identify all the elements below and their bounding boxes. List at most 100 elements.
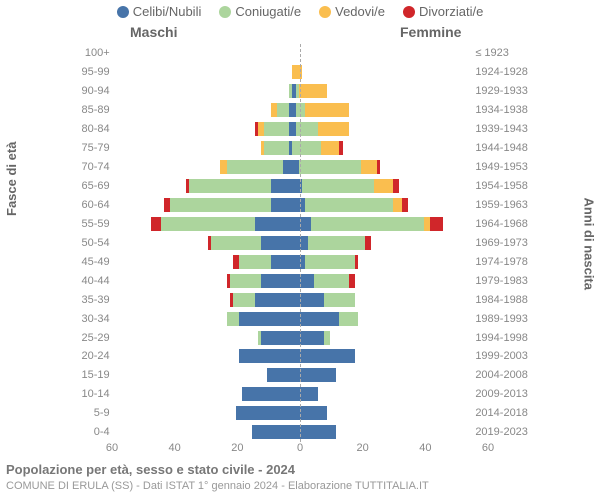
- male-bar: [116, 349, 293, 363]
- age-label: 75-79: [72, 142, 116, 154]
- heading-female: Femmine: [400, 24, 461, 40]
- age-label: 90-94: [72, 85, 116, 97]
- age-label: 55-59: [72, 218, 116, 230]
- bar-segment: [252, 425, 293, 439]
- legend-item-0: Celibi/Nubili: [117, 4, 202, 19]
- birth-label: 1924-1928: [469, 66, 528, 78]
- bar-segment: [242, 387, 292, 401]
- age-label: 40-44: [72, 275, 116, 287]
- birth-label: 1929-1933: [469, 85, 528, 97]
- bar-segment: [261, 331, 292, 345]
- bar-segment: [271, 255, 293, 269]
- bar-segment: [233, 293, 255, 307]
- bar-segment: [239, 255, 270, 269]
- bar-segment: [324, 293, 355, 307]
- footer-subtitle: COMUNE DI ERULA (SS) - Dati ISTAT 1° gen…: [6, 480, 429, 492]
- bar-segment: [355, 255, 358, 269]
- birth-label: 2014-2018: [469, 407, 528, 419]
- female-bar: [292, 179, 469, 193]
- bar-segment: [261, 274, 292, 288]
- female-bar: [292, 217, 469, 231]
- male-bar: [116, 84, 293, 98]
- bar-segment: [374, 179, 393, 193]
- male-bar: [116, 236, 293, 250]
- bar-segment: [271, 198, 293, 212]
- bar-segment: [255, 293, 293, 307]
- x-tick: 60: [482, 442, 494, 454]
- bar-segment: [227, 160, 283, 174]
- bar-segment: [267, 368, 292, 382]
- bar-segment: [365, 236, 371, 250]
- bar-segment: [292, 274, 314, 288]
- bar-segment: [305, 198, 393, 212]
- birth-label: 1954-1958: [469, 180, 528, 192]
- bar-segment: [361, 160, 377, 174]
- bar-segment: [308, 236, 364, 250]
- legend-label: Divorziati/e: [419, 4, 483, 19]
- bar-segment: [292, 387, 317, 401]
- birth-label: 2019-2023: [469, 426, 528, 438]
- female-bar: [292, 84, 469, 98]
- age-label: 100+: [72, 47, 116, 59]
- female-bar: [292, 255, 469, 269]
- bar-segment: [151, 217, 160, 231]
- bar-segment: [305, 255, 355, 269]
- male-bar: [116, 160, 293, 174]
- bar-segment: [311, 217, 424, 231]
- female-bar: [292, 368, 469, 382]
- age-label: 45-49: [72, 256, 116, 268]
- male-bar: [116, 274, 293, 288]
- bar-segment: [292, 331, 323, 345]
- age-label: 50-54: [72, 237, 116, 249]
- birth-label: 1934-1938: [469, 104, 528, 116]
- male-bar: [116, 368, 293, 382]
- birth-label: 1999-2003: [469, 350, 528, 362]
- female-bar: [292, 349, 469, 363]
- female-bar: [292, 122, 469, 136]
- birth-label: 1979-1983: [469, 275, 528, 287]
- bar-segment: [377, 160, 380, 174]
- age-label: 65-69: [72, 180, 116, 192]
- legend-item-2: Vedovi/e: [319, 4, 385, 19]
- bar-segment: [393, 179, 399, 193]
- male-bar: [116, 312, 293, 326]
- legend-item-1: Coniugati/e: [219, 4, 301, 19]
- legend-swatch: [319, 6, 331, 18]
- female-bar: [292, 387, 469, 401]
- age-label: 0-4: [72, 426, 116, 438]
- legend: Celibi/Nubili Coniugati/e Vedovi/e Divorzia…: [0, 0, 600, 21]
- age-label: 70-74: [72, 161, 116, 173]
- birth-label: 1994-1998: [469, 332, 528, 344]
- bar-segment: [211, 236, 261, 250]
- birth-label: 2009-2013: [469, 388, 528, 400]
- bar-segment: [393, 198, 402, 212]
- bar-segment: [305, 103, 349, 117]
- bar-segment: [170, 198, 270, 212]
- legend-label: Celibi/Nubili: [133, 4, 202, 19]
- bar-segment: [236, 406, 292, 420]
- male-bar: [116, 103, 293, 117]
- female-bar: [292, 103, 469, 117]
- x-tick: 0: [297, 442, 303, 454]
- bar-segment: [299, 84, 327, 98]
- female-bar: [292, 198, 469, 212]
- x-axis: 6040200204060: [112, 442, 488, 460]
- male-bar: [116, 331, 293, 345]
- age-label: 15-19: [72, 369, 116, 381]
- x-tick: 60: [106, 442, 118, 454]
- bar-segment: [299, 160, 362, 174]
- age-label: 10-14: [72, 388, 116, 400]
- legend-label: Coniugati/e: [235, 4, 301, 19]
- male-bar: [116, 255, 293, 269]
- female-bar: [292, 65, 469, 79]
- birth-label: 1944-1948: [469, 142, 528, 154]
- legend-label: Vedovi/e: [335, 4, 385, 19]
- birth-label: 1974-1978: [469, 256, 528, 268]
- bar-segment: [292, 406, 326, 420]
- legend-item-3: Divorziati/e: [403, 4, 483, 19]
- bar-segment: [430, 217, 443, 231]
- age-label: 80-84: [72, 123, 116, 135]
- bar-segment: [264, 122, 289, 136]
- bar-segment: [261, 236, 292, 250]
- male-bar: [116, 198, 293, 212]
